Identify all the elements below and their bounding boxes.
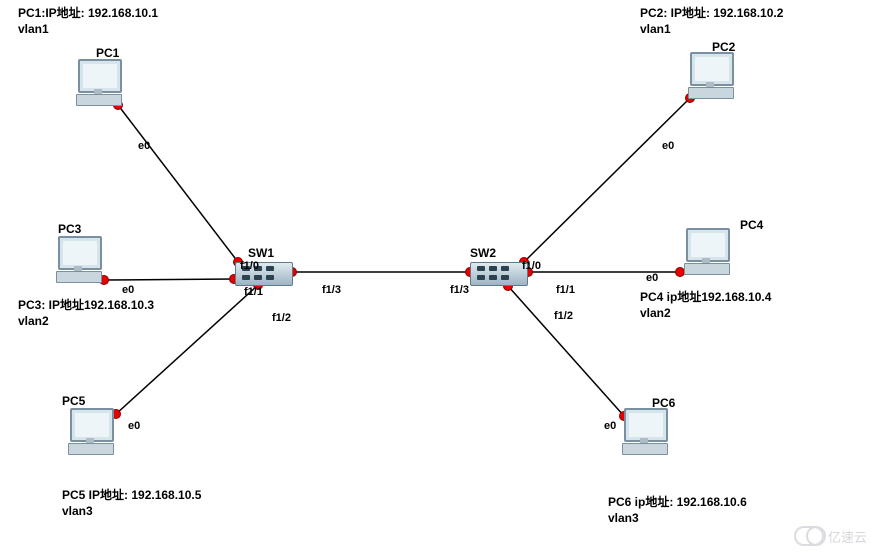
pc5-name: PC5 bbox=[62, 394, 85, 410]
pc2-name: PC2 bbox=[712, 40, 735, 56]
pc1-e0: e0 bbox=[138, 140, 150, 152]
pc2-info: PC2: IP地址: 192.168.10.2 vlan1 bbox=[640, 6, 783, 37]
sw2-icon bbox=[470, 262, 528, 286]
pc1-icon bbox=[74, 59, 122, 105]
sw2-f10: f1/0 bbox=[522, 260, 541, 272]
pc4-name: PC4 bbox=[740, 218, 763, 234]
watermark-text: 亿速云 bbox=[828, 527, 867, 546]
pc6-icon bbox=[620, 408, 668, 454]
sw1-f12: f1/2 bbox=[272, 312, 291, 324]
pc4-info: PC4 ip地址192.168.10.4 vlan2 bbox=[640, 290, 771, 321]
pc1-name: PC1 bbox=[96, 46, 119, 62]
network-diagram: PC1:IP地址: 192.168.10.1 vlan1 PC1 PC2: IP… bbox=[0, 0, 875, 552]
sw1-f13: f1/3 bbox=[322, 284, 341, 296]
pc6-info: PC6 ip地址: 192.168.10.6 vlan3 bbox=[608, 495, 747, 526]
link-layer bbox=[0, 0, 875, 552]
sw2-f12: f1/2 bbox=[554, 310, 573, 322]
pc3-icon bbox=[54, 236, 102, 282]
pc2-e0: e0 bbox=[662, 140, 674, 152]
pc3-name: PC3 bbox=[58, 222, 81, 238]
pc6-name: PC6 bbox=[652, 396, 675, 412]
pc2-icon bbox=[686, 52, 734, 98]
sw2-f11: f1/1 bbox=[556, 284, 575, 296]
pc3-info: PC3: IP地址192.168.10.3 vlan2 bbox=[18, 298, 154, 329]
sw1-f10: f1/0 bbox=[240, 260, 259, 272]
sw2-f13: f1/3 bbox=[450, 284, 469, 296]
sw1-f11: f1/1 bbox=[244, 286, 263, 298]
watermark: 亿速云 bbox=[794, 526, 867, 546]
pc4-e0: e0 bbox=[646, 272, 658, 284]
pc5-icon bbox=[66, 408, 114, 454]
pc3-e0: e0 bbox=[122, 284, 134, 296]
pc6-e0: e0 bbox=[604, 420, 616, 432]
pc5-e0: e0 bbox=[128, 420, 140, 432]
sw2-name: SW2 bbox=[470, 246, 496, 262]
pc1-info: PC1:IP地址: 192.168.10.1 vlan1 bbox=[18, 6, 158, 37]
pc4-icon bbox=[682, 228, 730, 274]
pc5-info: PC5 IP地址: 192.168.10.5 vlan3 bbox=[62, 488, 201, 519]
